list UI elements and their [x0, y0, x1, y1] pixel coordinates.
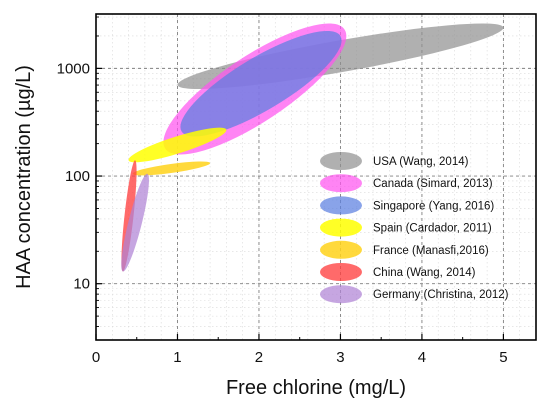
legend-swatch-2 — [320, 196, 362, 215]
x-tick-label: 2 — [255, 349, 263, 366]
y-tick-label: 100 — [65, 168, 90, 185]
legend-label-6: Germany (Christina, 2012) — [373, 289, 509, 301]
plot-frame — [95, 13, 537, 341]
x-tick-label: 0 — [92, 349, 100, 366]
legend-label-1: Canada (Simard, 2013) — [373, 178, 493, 190]
y-tick-label: 10 — [73, 276, 90, 293]
legend-swatch-6 — [320, 285, 362, 304]
legend-swatch-0 — [320, 152, 362, 170]
legend-label-4: France (Manasfi,2016) — [373, 245, 489, 257]
x-tick-label: 4 — [418, 349, 426, 366]
x-tick-label: 1 — [173, 349, 181, 366]
y-axis-ticks: 10 100 1000 — [57, 16, 102, 341]
legend-swatch-4 — [320, 240, 362, 259]
series-ellipse-4 — [132, 161, 211, 176]
x-tick-label: 5 — [499, 349, 507, 366]
legend-label-0: USA (Wang, 2014) — [373, 156, 469, 168]
y-tick-label: 1000 — [57, 60, 90, 77]
x-axis-title: Free chlorine (mg/L) — [226, 377, 406, 399]
legend-label-3: Spain (Cardador, 2011) — [373, 223, 492, 235]
legend-swatch-5 — [320, 263, 362, 281]
x-tick-label: 3 — [336, 349, 344, 366]
legend-label-2: Singapore (Yang, 2016) — [373, 200, 494, 212]
series-ellipse-3 — [128, 127, 227, 163]
legend-label-5: China (Wang, 2014) — [373, 267, 476, 279]
legend: USA (Wang, 2014) Canada (Simard, 2013) Sin… — [320, 152, 509, 304]
y-axis-title: HAA concentration (µg/L) — [13, 65, 35, 289]
series-ellipses — [121, 23, 504, 272]
series-ellipse-6 — [121, 173, 149, 272]
legend-swatch-1 — [320, 174, 362, 193]
x-axis-ticks: 0 1 2 3 4 5 — [92, 334, 508, 366]
legend-swatch-3 — [320, 218, 362, 237]
series-ellipse-2 — [180, 30, 342, 137]
